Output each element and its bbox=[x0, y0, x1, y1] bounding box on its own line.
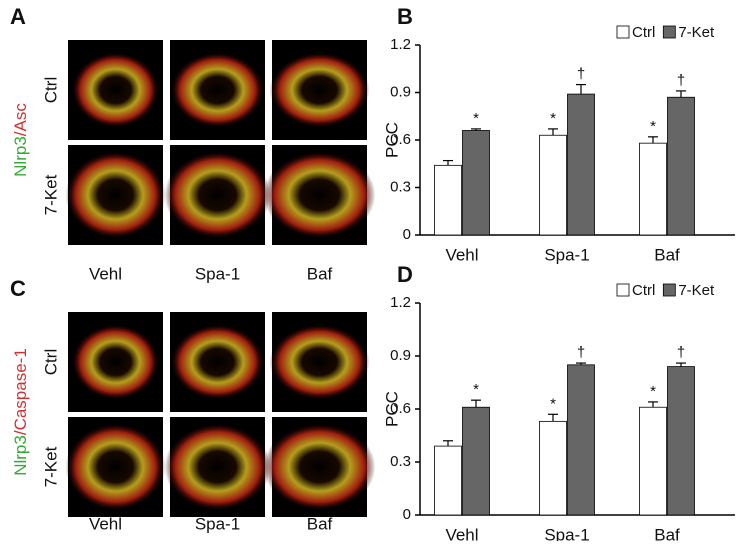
bar bbox=[667, 366, 695, 516]
bar bbox=[434, 164, 462, 236]
significance-marker: * bbox=[473, 110, 479, 127]
significance-marker: * bbox=[473, 381, 479, 398]
cell bbox=[263, 151, 376, 239]
significance-marker: * bbox=[550, 110, 556, 127]
significance-marker: * bbox=[550, 395, 556, 412]
row-label: 7-Ket bbox=[41, 174, 60, 215]
cell bbox=[71, 52, 160, 128]
bar bbox=[667, 96, 695, 236]
y-tick-label: 1.2 bbox=[390, 36, 411, 53]
column-label: Baf bbox=[307, 514, 333, 533]
y-tick-label: 0.6 bbox=[390, 400, 411, 417]
legend-label: Ctrl bbox=[632, 282, 655, 299]
panel-letter: C bbox=[10, 276, 26, 301]
cell bbox=[170, 324, 265, 400]
y-tick-label: 0.6 bbox=[390, 131, 411, 148]
y-axis-label: PCC bbox=[382, 391, 401, 427]
legend-swatch bbox=[616, 283, 630, 297]
cell bbox=[71, 324, 160, 400]
panel-letter: A bbox=[10, 4, 26, 29]
bar bbox=[567, 364, 595, 516]
legend-swatch bbox=[662, 25, 676, 39]
cell bbox=[269, 52, 370, 128]
y-tick-label: 0 bbox=[403, 506, 411, 523]
y-tick-label: 0.9 bbox=[390, 347, 411, 364]
significance-marker: † bbox=[577, 66, 585, 83]
stain-label: Nlrp3/Caspase-1 bbox=[11, 348, 30, 476]
x-tick-label: Spa-1 bbox=[544, 525, 589, 541]
column-label: Vehl bbox=[89, 264, 122, 283]
legend-label: 7-Ket bbox=[678, 24, 715, 41]
cell bbox=[65, 423, 166, 511]
stain-part: /Asc bbox=[11, 103, 30, 137]
stain-part: /Caspase-1 bbox=[11, 348, 30, 435]
bar bbox=[567, 93, 595, 236]
column-label: Baf bbox=[307, 264, 333, 283]
bar bbox=[539, 420, 567, 516]
stain-part: Nlrp3 bbox=[11, 435, 30, 476]
bar bbox=[539, 134, 567, 236]
column-label: Vehl bbox=[89, 514, 122, 533]
panel-letter: D bbox=[397, 262, 413, 287]
significance-marker: † bbox=[577, 344, 585, 361]
row-label: Ctrl bbox=[41, 349, 60, 375]
column-label: Spa-1 bbox=[195, 514, 240, 533]
bar bbox=[639, 406, 667, 516]
column-label: Spa-1 bbox=[195, 264, 240, 283]
cell bbox=[170, 52, 265, 128]
cell bbox=[269, 324, 370, 400]
panel-letter: B bbox=[397, 4, 413, 29]
y-axis-label: PCC bbox=[382, 122, 401, 158]
y-tick-label: 0.3 bbox=[390, 178, 411, 195]
significance-marker: * bbox=[650, 383, 656, 400]
x-tick-label: Vehl bbox=[445, 245, 478, 264]
stain-part: Nlrp3 bbox=[11, 136, 30, 177]
bar bbox=[462, 130, 490, 236]
y-tick-label: 1.2 bbox=[390, 294, 411, 311]
x-tick-label: Baf bbox=[654, 245, 680, 264]
cell bbox=[263, 423, 376, 511]
legend-label: Ctrl bbox=[632, 24, 655, 41]
y-tick-label: 0 bbox=[403, 226, 411, 243]
y-tick-label: 0.9 bbox=[390, 83, 411, 100]
cell bbox=[164, 423, 271, 511]
y-tick-label: 0.3 bbox=[390, 453, 411, 470]
significance-marker: † bbox=[677, 72, 685, 89]
row-label: Ctrl bbox=[41, 77, 60, 103]
legend-swatch bbox=[616, 25, 630, 39]
bar bbox=[434, 445, 462, 516]
significance-marker: * bbox=[650, 118, 656, 135]
bar bbox=[639, 142, 667, 236]
row-label: 7-Ket bbox=[41, 446, 60, 487]
cell bbox=[65, 151, 166, 239]
stain-label: Nlrp3/Asc bbox=[11, 103, 30, 177]
cell bbox=[164, 151, 271, 239]
x-tick-label: Spa-1 bbox=[544, 245, 589, 264]
x-tick-label: Baf bbox=[654, 525, 680, 541]
x-tick-label: Vehl bbox=[445, 525, 478, 541]
bar bbox=[462, 406, 490, 516]
legend-swatch bbox=[662, 283, 676, 297]
significance-marker: † bbox=[677, 344, 685, 361]
legend-label: 7-Ket bbox=[678, 282, 715, 299]
